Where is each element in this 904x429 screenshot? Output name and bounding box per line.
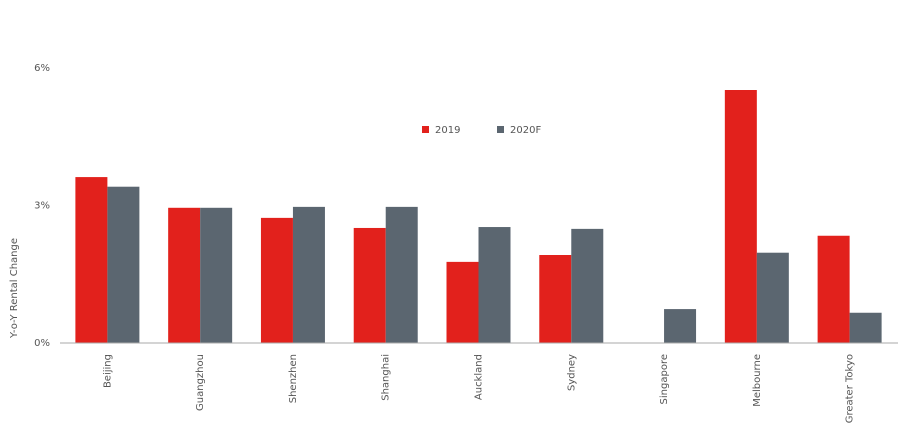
bar [478, 227, 511, 343]
legend-label: 2020F [510, 125, 541, 136]
bar [385, 206, 418, 343]
bar [756, 252, 789, 343]
x-tick-label: Beijing [102, 354, 113, 388]
y-tick-label: 0% [34, 338, 50, 349]
y-tick-label: 6% [34, 63, 50, 74]
bar [75, 177, 108, 343]
bar [724, 90, 757, 343]
bar [260, 217, 293, 343]
bar [539, 255, 572, 343]
x-tick-label: Auckland [474, 354, 485, 400]
bar [571, 228, 604, 343]
bar [664, 309, 697, 343]
x-tick-label: Guangzhou [195, 354, 206, 411]
x-tick-label: Shanghai [381, 354, 392, 401]
x-tick-label: Melbourne [752, 354, 763, 407]
bar [200, 207, 233, 343]
x-tick-label: Sydney [566, 354, 577, 391]
legend-swatch [422, 126, 429, 133]
bar [446, 261, 479, 343]
bar [353, 227, 386, 343]
bar [292, 206, 325, 343]
x-tick-label: Shenzhen [288, 354, 299, 403]
legend-swatch [497, 126, 504, 133]
legend-label: 2019 [435, 125, 460, 136]
bar [107, 186, 140, 343]
bar [849, 312, 882, 343]
y-tick-label: 3% [34, 201, 50, 212]
bar [168, 207, 201, 343]
x-tick-label: Singapore [659, 354, 670, 404]
bar [817, 235, 850, 343]
x-tick-label: Greater Tokyo [845, 354, 856, 423]
y-axis-label: Y-o-Y Rental Change [9, 238, 20, 339]
